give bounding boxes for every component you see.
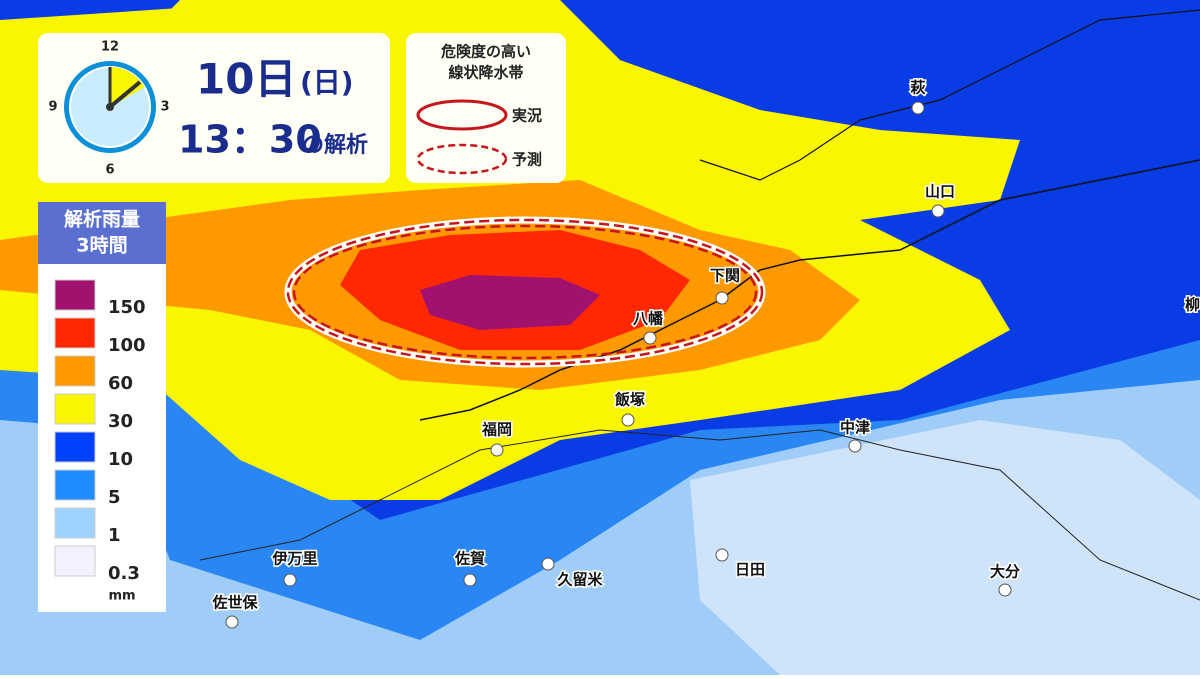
forecast-band — [286, 218, 764, 366]
level-swatch — [54, 317, 96, 349]
city-label: 日田 — [735, 561, 765, 579]
rain-legend-title: 3時間 — [76, 235, 127, 257]
city-label: 下関 — [710, 267, 740, 285]
level-label: 10 — [108, 449, 133, 470]
city-dot — [283, 573, 297, 587]
rain-legend-title: 解析雨量 — [64, 208, 140, 231]
clock-label: 12 — [101, 40, 119, 55]
clock-center — [106, 103, 114, 111]
date: 10日 — [196, 55, 296, 104]
level-swatch — [54, 355, 96, 387]
city-dot — [911, 101, 925, 115]
level-label: 30 — [108, 411, 133, 432]
weekday: (日) — [300, 66, 354, 99]
clock-label: 9 — [48, 100, 57, 115]
city-label: 柳 — [1185, 296, 1200, 314]
level-label: 60 — [108, 373, 133, 394]
rain-legend-header — [38, 202, 166, 264]
city-dot — [643, 331, 657, 345]
level-swatch — [54, 469, 96, 501]
city-label: 中津 — [840, 419, 870, 437]
observed-symbol — [416, 99, 508, 131]
level-label: 100 — [108, 335, 146, 356]
level-label: 0.3 — [108, 563, 140, 584]
city-label: 萩 — [910, 79, 925, 97]
rain-150 — [420, 275, 600, 330]
city-dot — [621, 413, 635, 427]
level-label: 5 — [108, 487, 121, 508]
clock-label: 6 — [105, 163, 114, 178]
city-dot — [541, 557, 555, 571]
city-dot — [715, 548, 729, 562]
band-legend-title: 危険度の高い — [441, 43, 531, 61]
clock-hand — [108, 80, 142, 109]
level-swatch — [54, 507, 96, 539]
time-suffix: の解析 — [302, 132, 368, 158]
forecast-label: 予測 — [512, 151, 542, 169]
cities: 萩 山口 下関 八幡 飯塚 福岡 中津 伊万里 佐賀 久留米 日田 大分 佐世保… — [210, 77, 1200, 629]
band-legend-title: 線状降水帯 — [448, 64, 523, 82]
rain-03 — [690, 420, 1200, 675]
border — [199, 429, 1200, 601]
city-label: 佐賀 — [454, 550, 485, 568]
time: 13：30 — [178, 118, 322, 162]
city-dot — [463, 573, 477, 587]
level-label: 150 — [108, 297, 146, 318]
city-dot — [848, 439, 862, 453]
city-label: 山口 — [925, 183, 955, 201]
city-dot — [490, 443, 504, 457]
city-dot — [998, 583, 1012, 597]
city-label: 久留米 — [557, 571, 603, 589]
city-label: 八幡 — [632, 310, 664, 328]
rain-unit: mm — [108, 589, 135, 604]
observed-label: 実況 — [512, 107, 542, 125]
city-label: 佐世保 — [211, 594, 258, 612]
coastline — [699, 9, 1200, 181]
city-dot — [931, 204, 945, 218]
clock-period — [110, 67, 145, 107]
city-dot — [715, 291, 729, 305]
city-dot — [225, 615, 239, 629]
level-swatch — [54, 279, 96, 311]
rain-levels: 150 100 60 30 10 5 1 0.3 — [54, 279, 146, 584]
level-swatch — [54, 431, 96, 463]
city-label: 飯塚 — [614, 391, 645, 409]
forecast-symbol — [416, 143, 508, 175]
city-label: 福岡 — [481, 421, 512, 439]
forecast-band — [292, 224, 758, 360]
level-label: 1 — [108, 525, 121, 546]
level-swatch — [54, 393, 96, 425]
city-label: 伊万里 — [271, 550, 317, 568]
rain-30 — [140, 0, 380, 40]
band-legend — [406, 33, 566, 183]
clock-label: 3 — [160, 100, 169, 115]
level-swatch — [54, 545, 96, 577]
city-label: 大分 — [990, 563, 1020, 581]
